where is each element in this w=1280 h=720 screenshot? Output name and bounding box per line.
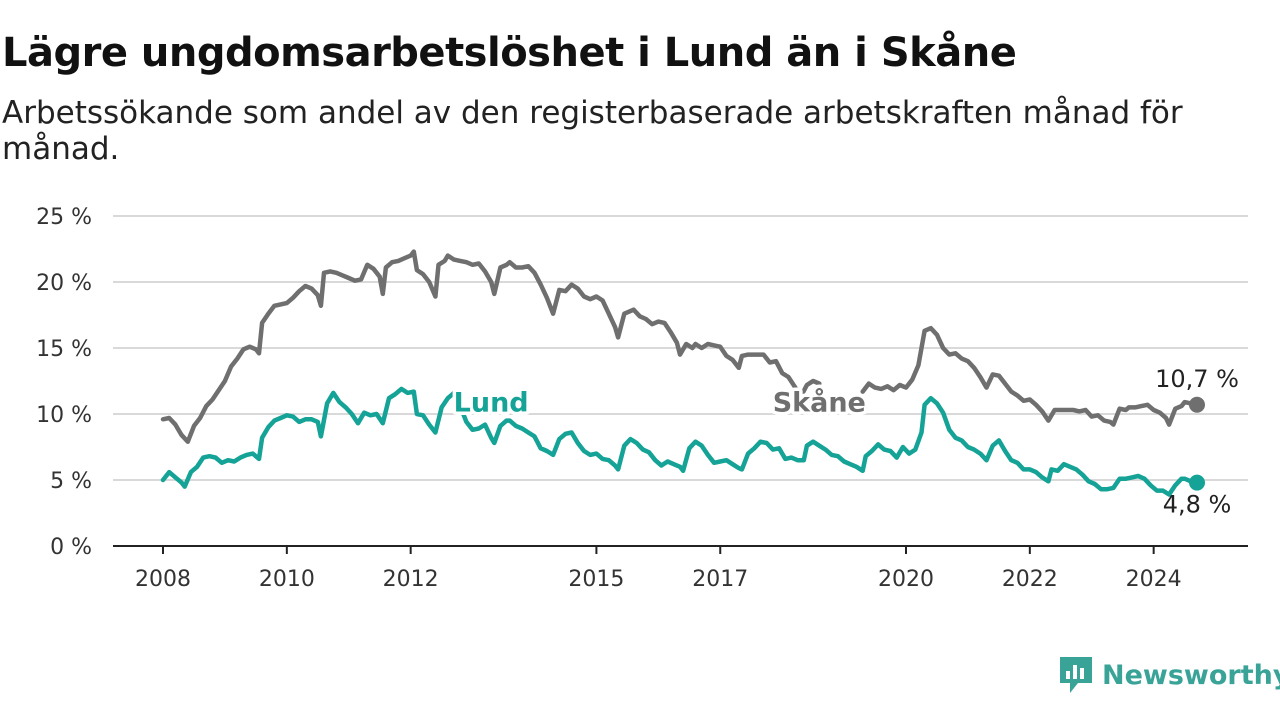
newsworthy-logo: Newsworthy <box>1058 655 1280 695</box>
end-point-skne <box>1189 396 1205 413</box>
x-tick-label: 2017 <box>692 567 748 592</box>
x-tick-label: 2024 <box>1126 567 1182 592</box>
x-tick-label: 2008 <box>135 567 191 592</box>
end-value-label-lund: 4,8 % <box>1163 491 1232 519</box>
x-tick-label: 2015 <box>568 567 624 592</box>
series-line-skne <box>160 249 1200 444</box>
y-tick-label: 15 % <box>36 337 92 362</box>
y-tick-label: 25 % <box>36 205 92 230</box>
line-chart: 0 % 5 % 10 % 15 % 20 % 25 % 2008 2010 2012 2015 20… <box>36 205 1248 592</box>
x-tick-label: 2012 <box>383 567 439 592</box>
series-line-lund <box>160 386 1200 497</box>
series-label-skne: Skåne <box>773 386 866 418</box>
x-tick-label: 2022 <box>1002 567 1058 592</box>
chart-subtitle: Arbetssökande som andel av den registerb… <box>2 95 1183 167</box>
end-value-label-skne: 10,7 % <box>1155 365 1239 393</box>
x-tick-label: 2020 <box>878 567 934 592</box>
y-tick-label: 5 % <box>50 469 92 494</box>
x-tick-label: 2010 <box>259 567 315 592</box>
newsworthy-logo-icon <box>1060 657 1092 693</box>
newsworthy-logo-text: Newsworthy <box>1102 659 1280 691</box>
end-point-lund <box>1189 474 1205 491</box>
series-label-lund: Lund <box>454 387 529 418</box>
y-tick-label: 20 % <box>36 271 92 296</box>
y-tick-label: 0 % <box>50 535 92 560</box>
chart-title: Lägre ungdomsarbetslöshet i Lund än i Sk… <box>2 30 1017 76</box>
y-tick-label: 10 % <box>36 403 92 428</box>
